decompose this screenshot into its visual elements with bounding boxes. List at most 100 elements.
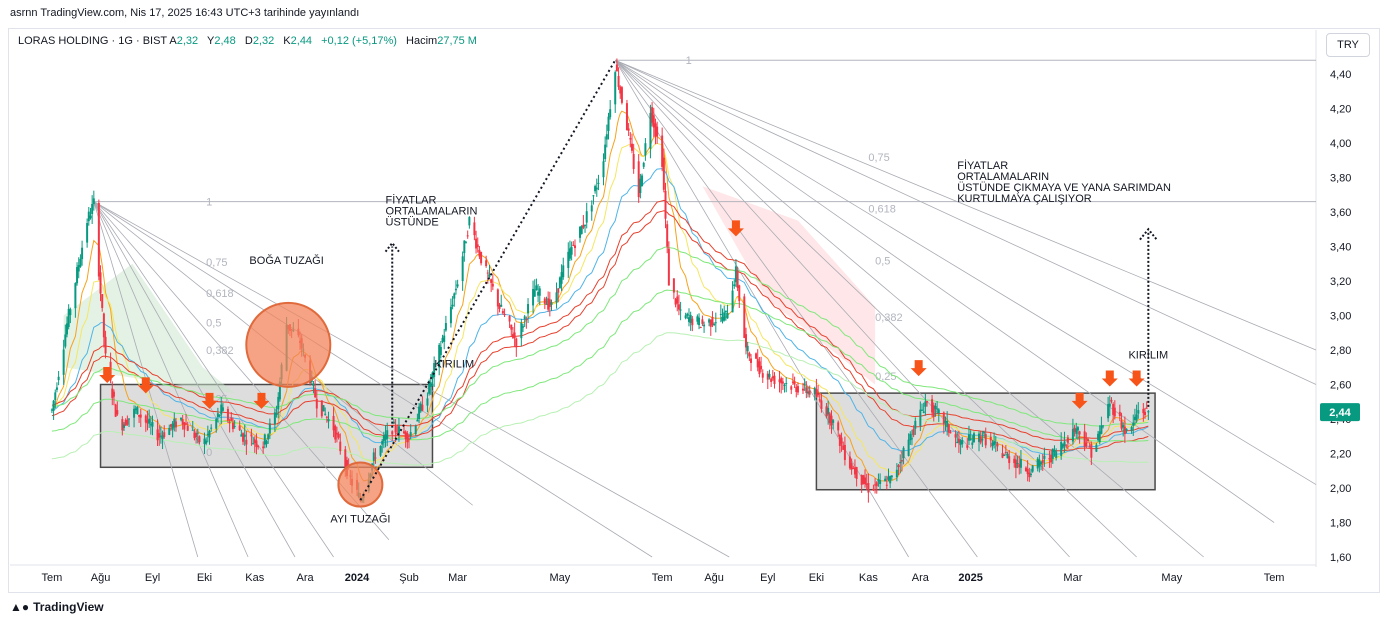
candle-body bbox=[714, 322, 717, 324]
candle-body bbox=[116, 410, 119, 415]
candle-body bbox=[837, 422, 840, 431]
candle-body bbox=[1135, 414, 1138, 421]
sell-arrow-icon bbox=[137, 377, 154, 394]
candle-body bbox=[335, 432, 338, 435]
candle-body bbox=[664, 190, 667, 219]
candle-body bbox=[520, 322, 523, 339]
time-tick-label: Ağu bbox=[704, 572, 724, 584]
high-label: Y bbox=[207, 35, 215, 47]
annotation-text: AYI TUZAĞI bbox=[330, 513, 390, 526]
candle-body bbox=[510, 324, 513, 330]
candle-body bbox=[252, 443, 255, 445]
candle-body bbox=[1024, 467, 1027, 472]
candle-body bbox=[625, 103, 628, 131]
candle-body bbox=[768, 373, 771, 378]
candle-body bbox=[433, 363, 436, 377]
candle-body bbox=[1019, 458, 1022, 468]
sell-arrow-icon bbox=[1128, 370, 1145, 387]
candle-body bbox=[738, 285, 741, 302]
candle-body bbox=[921, 409, 924, 411]
candle-body bbox=[957, 438, 960, 443]
candle-body bbox=[1051, 448, 1054, 459]
candle-body bbox=[585, 211, 588, 223]
candle-body bbox=[67, 308, 70, 327]
candle-body bbox=[443, 335, 446, 342]
candle-body bbox=[535, 285, 538, 290]
candle-body bbox=[942, 412, 945, 425]
candle-body bbox=[790, 386, 793, 390]
candle-body bbox=[543, 298, 546, 304]
fib-level-label: 0,75 bbox=[206, 257, 227, 269]
fib-fan-line-left bbox=[93, 201, 653, 558]
candle-body bbox=[860, 475, 863, 485]
candle-body bbox=[972, 433, 975, 442]
candle-body bbox=[243, 434, 246, 437]
candle-body bbox=[572, 244, 575, 246]
time-tick-label: Eyl bbox=[760, 572, 775, 584]
candle-body bbox=[324, 413, 327, 415]
time-tick-label: Mar bbox=[1063, 572, 1082, 584]
candle-body bbox=[183, 422, 186, 430]
candle-body bbox=[123, 424, 126, 428]
candle-body bbox=[796, 386, 799, 393]
candle-body bbox=[161, 435, 164, 439]
candle-body bbox=[981, 439, 984, 441]
candle-body bbox=[230, 417, 233, 421]
candle-body bbox=[220, 404, 223, 415]
price-tick-label: 2,80 bbox=[1330, 345, 1351, 357]
candle-body bbox=[848, 456, 851, 469]
candle-body bbox=[959, 440, 962, 445]
candle-body bbox=[932, 405, 935, 417]
candle-body bbox=[1003, 454, 1006, 456]
candle-body bbox=[895, 469, 898, 478]
candle-body bbox=[755, 353, 758, 359]
annotation-line: AYI TUZAĞI bbox=[330, 513, 390, 526]
sell-arrow-icon bbox=[99, 367, 116, 384]
candle-body bbox=[409, 432, 412, 436]
candle-body bbox=[1122, 425, 1125, 428]
candle-body bbox=[255, 440, 258, 447]
candle-body bbox=[652, 115, 655, 128]
candle-body bbox=[862, 475, 865, 484]
candle-body bbox=[134, 408, 137, 411]
candle-body bbox=[332, 415, 335, 431]
candle-body bbox=[102, 313, 105, 338]
candle-body bbox=[684, 315, 687, 319]
candle-body bbox=[391, 431, 394, 435]
fib-fan-line-right bbox=[614, 59, 1275, 523]
candle-body bbox=[909, 433, 912, 441]
candle-body bbox=[159, 435, 162, 437]
candle-body bbox=[173, 418, 176, 428]
annotation-line: BOĞA TUZAĞI bbox=[249, 254, 323, 267]
candle-body bbox=[231, 422, 234, 430]
ma-red-line-2 bbox=[51, 210, 1149, 452]
candle-body bbox=[523, 316, 526, 320]
candle-body bbox=[379, 445, 382, 456]
candle-body bbox=[273, 412, 276, 425]
candle-body bbox=[1028, 472, 1031, 478]
annotation-text: FİYATLAR ORTALAMALARIN ÜSTÜNDE bbox=[386, 193, 478, 228]
candle-body bbox=[267, 434, 270, 440]
candle-body bbox=[679, 309, 682, 311]
candle-body bbox=[629, 138, 632, 140]
cloud-red bbox=[702, 186, 876, 385]
symbol-name[interactable]: LORAS HOLDING · 1G · BIST bbox=[18, 35, 167, 47]
change-value: +0,12 (+5,17%) bbox=[321, 35, 397, 47]
price-tick-label: 1,60 bbox=[1330, 552, 1351, 564]
time-tick-label: 2025 bbox=[958, 572, 982, 584]
candle-body bbox=[475, 238, 478, 249]
candle-body bbox=[74, 283, 77, 309]
candle-body bbox=[656, 126, 659, 137]
candle-body bbox=[87, 211, 90, 222]
currency-button[interactable]: TRY bbox=[1326, 33, 1370, 57]
candle-body bbox=[934, 405, 937, 409]
candle-body bbox=[654, 123, 657, 137]
candle-body bbox=[637, 161, 640, 198]
candle-body bbox=[651, 107, 654, 123]
time-tick-label: 2024 bbox=[345, 572, 370, 584]
candle-body bbox=[527, 304, 530, 314]
candle-body bbox=[711, 317, 714, 326]
price-tick-label: 3,40 bbox=[1330, 242, 1351, 254]
candle-body bbox=[513, 332, 516, 339]
